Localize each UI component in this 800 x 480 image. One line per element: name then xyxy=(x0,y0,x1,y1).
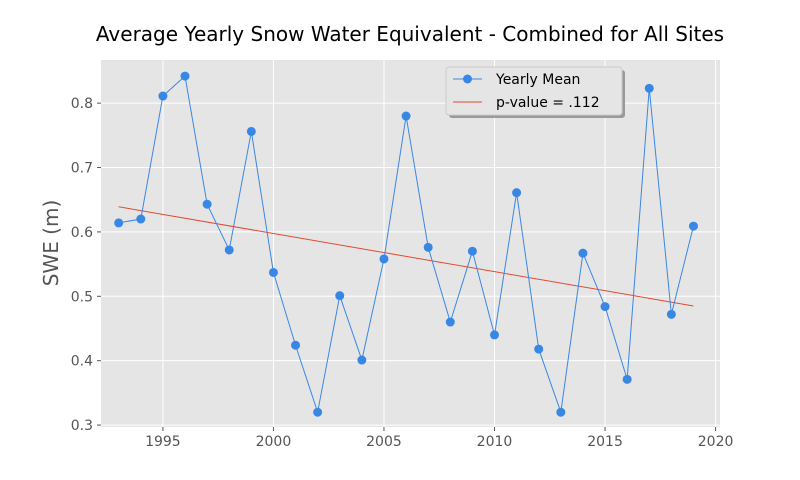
yearly-mean-point xyxy=(268,267,278,277)
y-tick-label: 0.5 xyxy=(71,289,93,305)
yearly-mean-point xyxy=(202,199,212,209)
yearly-mean-point xyxy=(357,355,367,365)
yearly-mean-point xyxy=(423,242,433,252)
legend: Yearly Mean p-value = .112 xyxy=(445,66,625,118)
x-axis: 1995 2000 2005 2010 2015 2020 xyxy=(145,427,733,450)
y-tick-label: 0.6 xyxy=(71,225,93,241)
legend-label-yearly-mean: Yearly Mean xyxy=(495,72,580,88)
legend-label-p-value: p-value = .112 xyxy=(496,95,600,111)
yearly-mean-point xyxy=(246,126,256,136)
yearly-mean-point xyxy=(490,330,500,340)
yearly-mean-point xyxy=(512,188,522,198)
x-tick-label: 2020 xyxy=(698,434,734,450)
yearly-mean-point xyxy=(578,248,588,258)
legend-box xyxy=(445,66,623,116)
yearly-mean-point xyxy=(401,111,411,121)
grid xyxy=(101,60,720,427)
yearly-mean-point xyxy=(534,344,544,354)
plot-area xyxy=(101,60,720,427)
yearly-mean-point xyxy=(136,214,146,224)
yearly-mean-point xyxy=(291,340,301,350)
yearly-mean-point xyxy=(556,407,566,417)
x-tick-label: 2010 xyxy=(477,434,513,450)
x-tick-label: 2000 xyxy=(256,434,292,450)
y-axis-label: SWE (m) xyxy=(39,200,63,287)
y-axis: 0.3 0.4 0.5 0.6 0.7 0.8 xyxy=(71,96,101,434)
yearly-mean-point xyxy=(644,83,654,93)
chart-title: Average Yearly Snow Water Equivalent - C… xyxy=(96,22,724,46)
y-tick-label: 0.4 xyxy=(71,354,93,370)
yearly-mean-point xyxy=(445,317,455,327)
y-tick-label: 0.3 xyxy=(71,418,93,434)
yearly-mean-point xyxy=(224,245,234,255)
yearly-mean-point xyxy=(666,309,676,319)
yearly-mean-point xyxy=(467,246,477,256)
yearly-mean-point xyxy=(622,374,632,384)
legend-marker-yearly-mean xyxy=(463,74,472,84)
series xyxy=(114,71,698,417)
yearly-mean-point xyxy=(114,218,124,228)
yearly-mean-point xyxy=(313,407,323,417)
y-tick-label: 0.7 xyxy=(71,161,93,177)
x-tick-label: 2005 xyxy=(366,434,402,450)
y-tick-label: 0.8 xyxy=(71,96,93,112)
x-tick-label: 2015 xyxy=(587,434,623,450)
yearly-mean-point xyxy=(158,91,168,101)
yearly-mean-point xyxy=(688,221,698,231)
yearly-mean-point xyxy=(379,254,389,264)
yearly-mean-point xyxy=(180,71,190,81)
yearly-mean-point xyxy=(335,291,345,301)
x-tick-label: 1995 xyxy=(145,434,181,450)
yearly-mean-point xyxy=(600,302,610,312)
